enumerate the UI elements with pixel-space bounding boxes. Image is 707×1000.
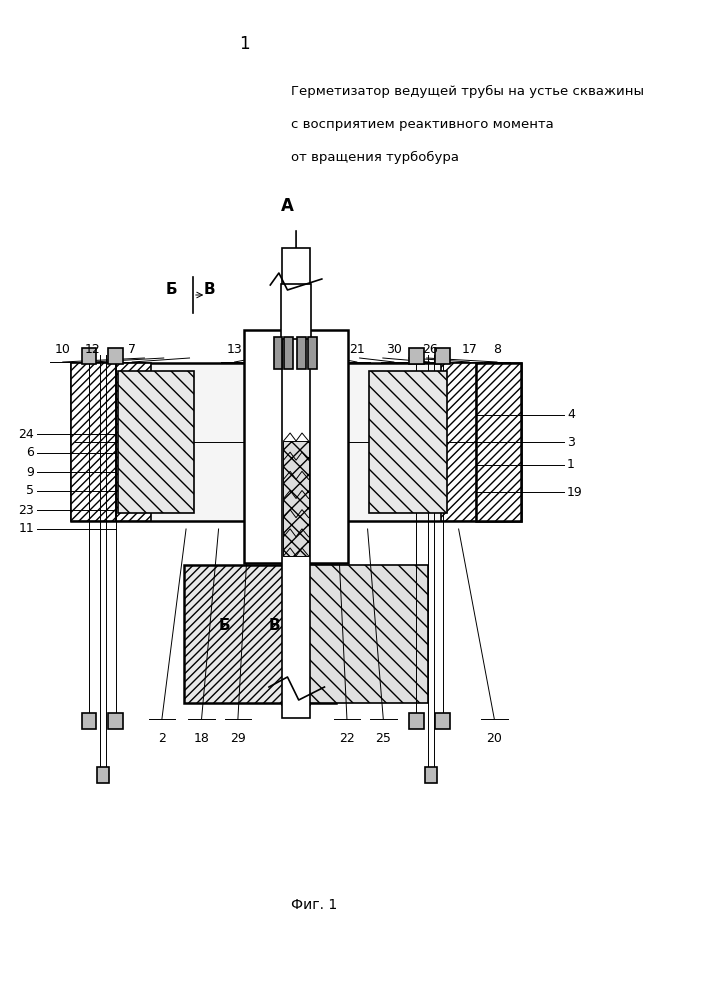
Text: 20: 20 bbox=[486, 732, 502, 745]
Bar bbox=[117, 371, 194, 513]
Bar bbox=[409, 348, 423, 364]
Text: 24: 24 bbox=[18, 428, 35, 440]
Bar bbox=[282, 248, 310, 718]
Text: 10: 10 bbox=[55, 343, 71, 356]
Text: 7: 7 bbox=[128, 343, 136, 356]
Text: 22: 22 bbox=[339, 732, 355, 745]
Text: 3: 3 bbox=[567, 436, 575, 448]
Text: А: А bbox=[281, 197, 294, 215]
Bar bbox=[108, 348, 123, 364]
Text: 30: 30 bbox=[386, 343, 402, 356]
Bar bbox=[284, 337, 293, 369]
Text: 19: 19 bbox=[567, 486, 583, 498]
Text: 8: 8 bbox=[493, 343, 501, 356]
Text: 13: 13 bbox=[227, 343, 243, 356]
Text: с восприятием реактивного момента: с восприятием реактивного момента bbox=[291, 118, 554, 131]
Text: 21: 21 bbox=[349, 343, 365, 356]
Bar bbox=[369, 371, 447, 513]
Text: В: В bbox=[204, 282, 216, 296]
Text: Фиг. 1: Фиг. 1 bbox=[291, 898, 337, 912]
Bar bbox=[304, 565, 428, 703]
Bar bbox=[298, 337, 306, 369]
Text: 1: 1 bbox=[239, 35, 250, 53]
Text: 6: 6 bbox=[26, 446, 35, 460]
Bar bbox=[281, 284, 311, 339]
Text: 16: 16 bbox=[267, 343, 282, 356]
Text: от вращения турбобура: от вращения турбобура bbox=[291, 151, 459, 164]
Bar bbox=[117, 363, 151, 521]
Text: В: В bbox=[269, 618, 281, 633]
Bar bbox=[308, 337, 317, 369]
Text: 26: 26 bbox=[421, 343, 438, 356]
Bar bbox=[82, 713, 96, 729]
Text: 5: 5 bbox=[26, 485, 35, 497]
Text: 4: 4 bbox=[567, 408, 575, 422]
Bar bbox=[274, 337, 282, 369]
Bar bbox=[82, 348, 96, 364]
Bar bbox=[184, 565, 336, 703]
Bar bbox=[441, 363, 476, 521]
Text: 1: 1 bbox=[567, 458, 575, 472]
Bar bbox=[71, 363, 521, 521]
Text: 29: 29 bbox=[230, 732, 246, 745]
Bar bbox=[284, 441, 309, 556]
Text: 12: 12 bbox=[85, 343, 100, 356]
Text: Б: Б bbox=[165, 282, 177, 296]
Bar bbox=[436, 348, 450, 364]
Text: 18: 18 bbox=[194, 732, 209, 745]
Text: 23: 23 bbox=[18, 504, 35, 516]
Bar bbox=[476, 363, 521, 521]
Bar bbox=[108, 713, 123, 729]
Bar bbox=[425, 767, 437, 783]
Text: 17: 17 bbox=[461, 343, 477, 356]
Bar bbox=[436, 713, 450, 729]
Text: 2: 2 bbox=[158, 732, 166, 745]
Bar bbox=[71, 363, 117, 521]
Text: Герметизатор ведущей трубы на устье скважины: Герметизатор ведущей трубы на устье сква… bbox=[291, 85, 644, 98]
Bar bbox=[409, 713, 423, 729]
Bar bbox=[97, 767, 109, 783]
Text: 25: 25 bbox=[375, 732, 391, 745]
Text: 9: 9 bbox=[26, 466, 35, 479]
Text: Б: Б bbox=[219, 618, 230, 633]
Text: 28: 28 bbox=[301, 343, 317, 356]
Bar bbox=[244, 330, 349, 563]
Text: 11: 11 bbox=[18, 522, 35, 536]
